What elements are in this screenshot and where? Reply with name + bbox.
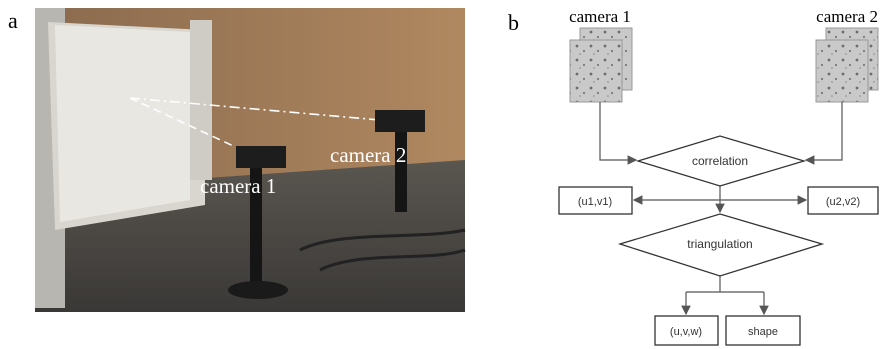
- panel-label: b: [508, 10, 519, 35]
- node-label: (u1,v1): [578, 196, 612, 208]
- node-label: correlation: [692, 154, 748, 168]
- speckle-images: [570, 28, 878, 102]
- input-label: camera 2: [816, 7, 878, 26]
- figure: a camera 1 camera 2 b camera 1 camera 2: [0, 0, 880, 349]
- panel-label: a: [8, 8, 18, 33]
- node-label: triangulation: [687, 237, 752, 251]
- photo-annotation: camera 1: [200, 174, 276, 198]
- flow-lines: [600, 102, 842, 314]
- photo: camera 1 camera 2: [35, 8, 465, 312]
- node-label: (u2,v2): [826, 196, 860, 208]
- photo-annotation: camera 2: [330, 143, 406, 167]
- input-label: camera 1: [569, 7, 631, 26]
- node-label: (u,v,w): [670, 326, 702, 338]
- node-label: shape: [748, 326, 778, 338]
